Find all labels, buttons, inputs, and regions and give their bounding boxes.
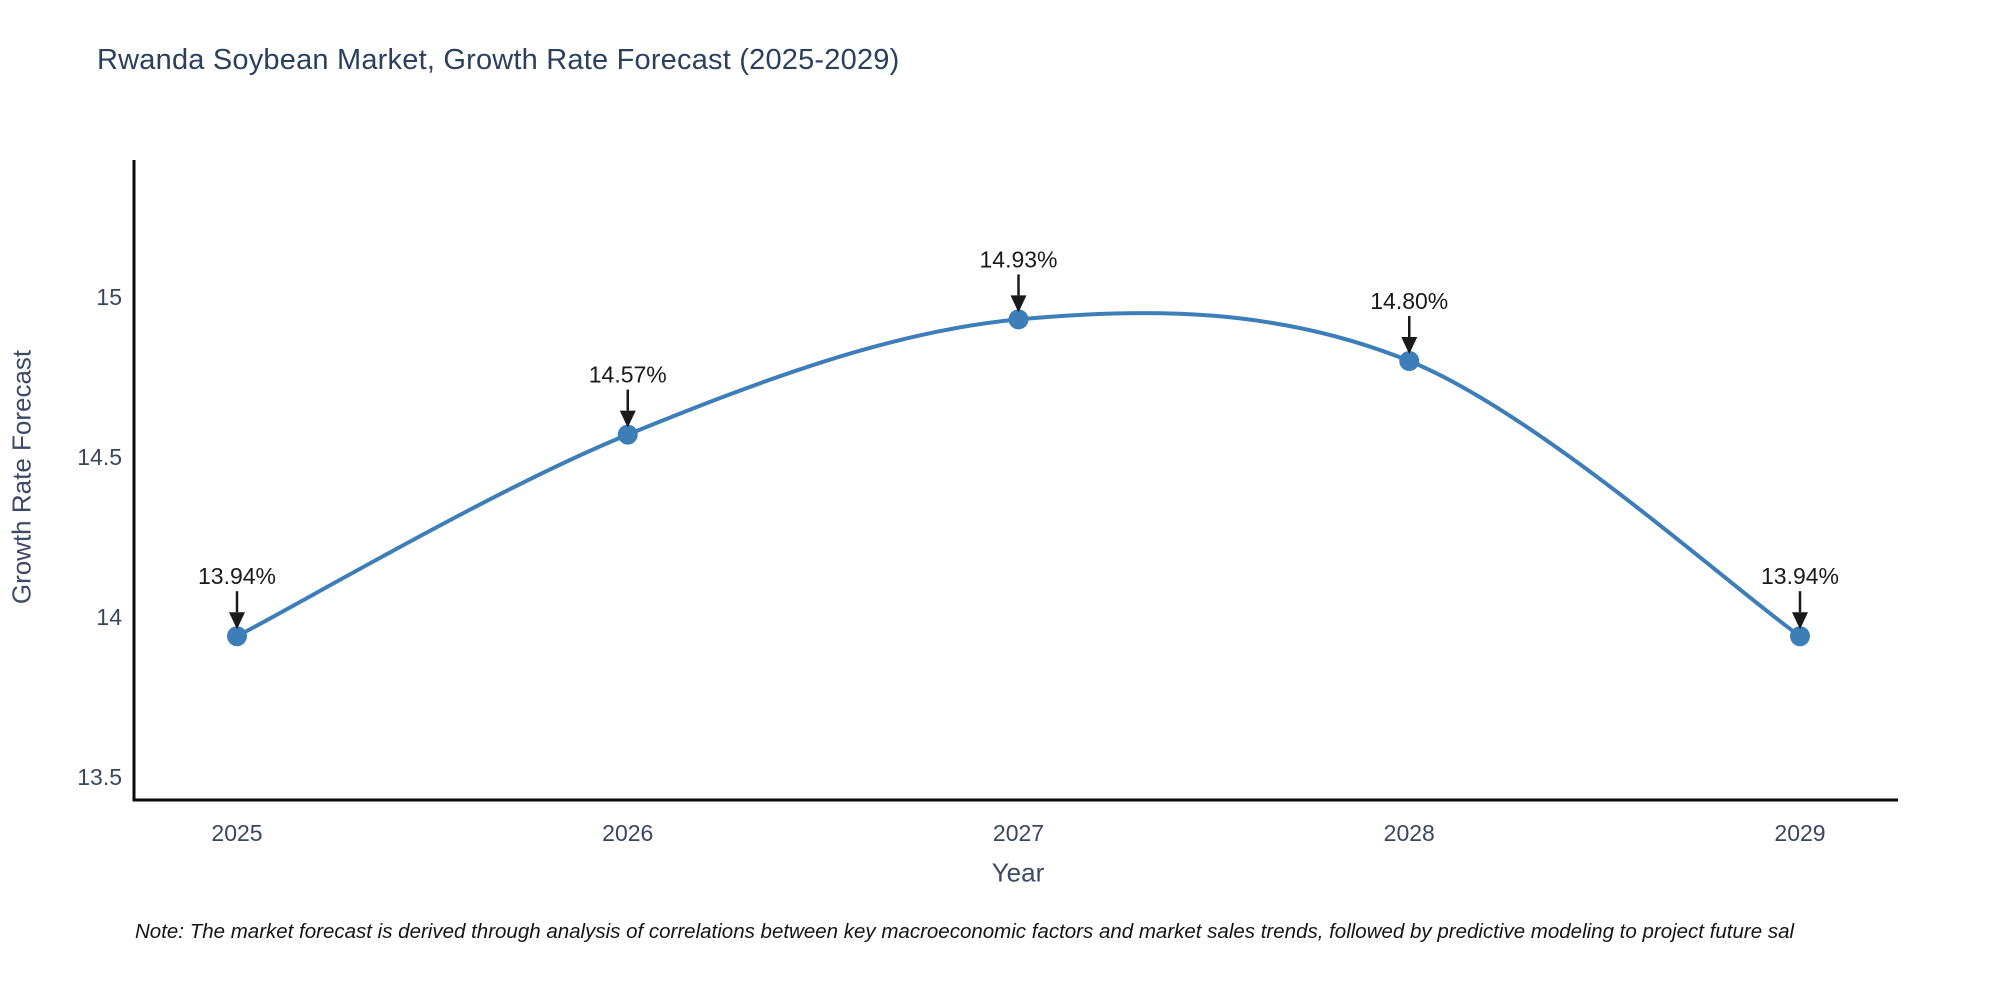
chart-title: Rwanda Soybean Market, Growth Rate Forec…	[97, 44, 900, 76]
data-point-marker	[1008, 309, 1029, 330]
point-annotation-label: 14.57%	[589, 362, 667, 388]
annotation-arrow-head	[1401, 337, 1418, 354]
x-tick-label: 2028	[1384, 820, 1435, 846]
annotation-arrow-head	[1010, 295, 1027, 313]
x-tick-label: 2027	[993, 820, 1044, 846]
x-axis-title: Year	[991, 857, 1045, 888]
x-tick-label: 2029	[1774, 820, 1825, 846]
y-tick-label: 14.5	[77, 444, 122, 470]
annotation-arrow-head	[619, 410, 636, 428]
y-tick-label: 15	[96, 284, 122, 310]
y-tick-label: 13.5	[77, 764, 122, 790]
x-tick-label: 2025	[211, 820, 262, 846]
footnote: Note: The market forecast is derived thr…	[135, 920, 1795, 943]
point-annotation-label: 13.94%	[198, 563, 276, 589]
point-annotation-label: 14.93%	[979, 246, 1057, 272]
forecast-line	[235, 310, 1802, 639]
point-annotation-label: 14.80%	[1370, 288, 1448, 314]
data-point-marker	[617, 424, 638, 445]
data-point-marker	[227, 626, 247, 647]
data-point-marker	[1399, 351, 1420, 371]
x-tick-label: 2026	[602, 820, 653, 846]
point-annotation-label: 13.94%	[1761, 563, 1839, 589]
annotation-arrow-head	[229, 612, 245, 630]
data-point-marker	[1790, 626, 1810, 647]
y-tick-label: 14	[96, 604, 122, 630]
annotation-arrow-head	[1792, 612, 1808, 630]
